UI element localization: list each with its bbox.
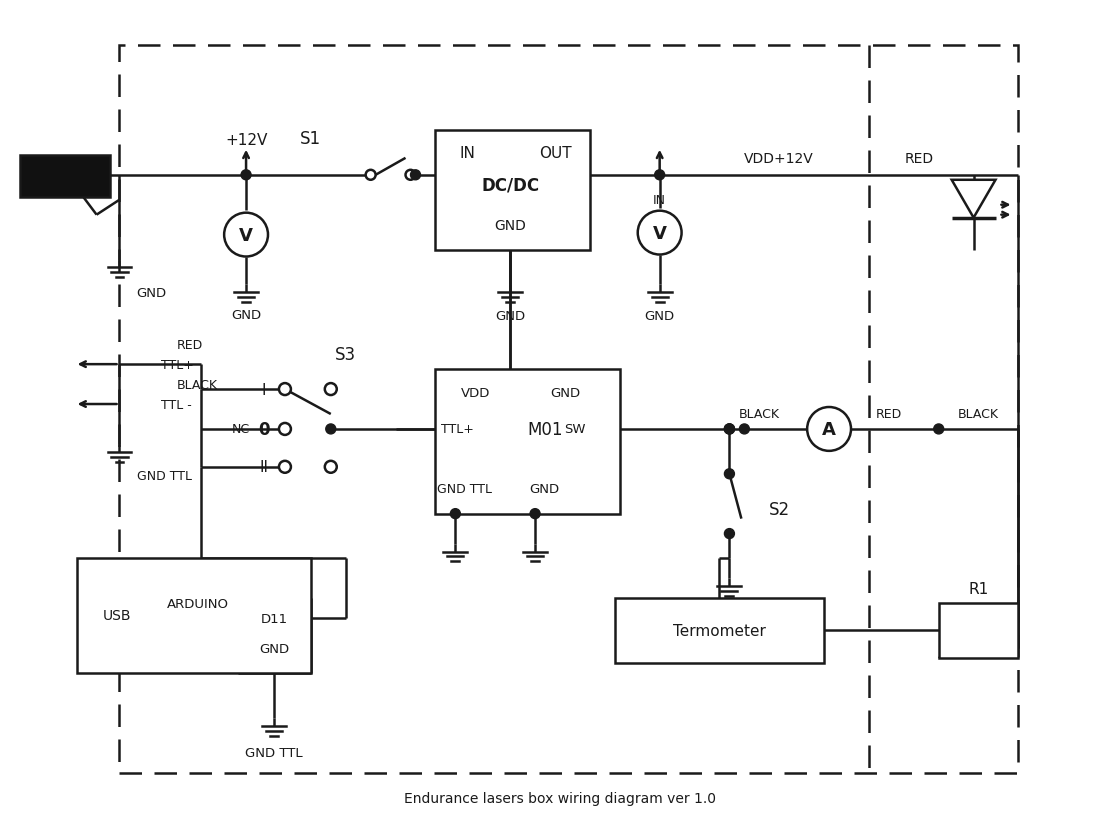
- Text: D11: D11: [261, 612, 288, 625]
- Text: BLACK: BLACK: [739, 408, 780, 421]
- Text: VDD+12V: VDD+12V: [745, 152, 814, 165]
- Circle shape: [279, 461, 291, 473]
- Circle shape: [637, 211, 682, 256]
- Text: IN: IN: [653, 194, 666, 207]
- Circle shape: [808, 408, 851, 451]
- Text: ARDUINO: ARDUINO: [167, 597, 230, 610]
- Circle shape: [279, 423, 291, 436]
- Text: V: V: [653, 224, 666, 242]
- Text: GND: GND: [550, 386, 580, 399]
- Circle shape: [725, 529, 735, 539]
- Text: S2: S2: [768, 500, 790, 518]
- Text: NC: NC: [232, 423, 250, 436]
- Text: SW: SW: [564, 423, 586, 436]
- Text: OUT: OUT: [539, 147, 571, 161]
- Circle shape: [725, 424, 735, 434]
- Text: GND TTL: GND TTL: [137, 470, 192, 482]
- Circle shape: [325, 383, 337, 396]
- Circle shape: [224, 214, 268, 257]
- Circle shape: [325, 461, 337, 473]
- Bar: [436, 131, 590, 251]
- Text: GND: GND: [495, 310, 525, 323]
- Text: IN: IN: [459, 147, 475, 161]
- Text: I: I: [262, 382, 267, 397]
- Circle shape: [365, 170, 375, 180]
- Circle shape: [279, 383, 291, 396]
- Bar: [120, 46, 1018, 773]
- Circle shape: [725, 424, 735, 434]
- Text: S1: S1: [300, 129, 321, 147]
- Text: VDD: VDD: [460, 386, 489, 399]
- Circle shape: [530, 509, 540, 519]
- Text: BLACK: BLACK: [176, 378, 217, 391]
- Text: DC/DC: DC/DC: [482, 177, 539, 195]
- Polygon shape: [952, 180, 996, 219]
- Text: TTL+: TTL+: [441, 423, 474, 436]
- Text: S3: S3: [335, 346, 356, 364]
- Circle shape: [725, 424, 735, 434]
- Text: GND: GND: [494, 219, 526, 233]
- Circle shape: [934, 424, 944, 434]
- Bar: [76, 559, 311, 673]
- Text: GND TTL: GND TTL: [245, 746, 302, 759]
- Text: RED: RED: [904, 152, 933, 165]
- Text: R1: R1: [969, 581, 989, 596]
- Circle shape: [739, 424, 749, 434]
- Circle shape: [411, 170, 420, 180]
- Text: GND: GND: [529, 482, 559, 495]
- Text: RED: RED: [176, 338, 203, 351]
- Bar: [436, 369, 619, 514]
- Text: TTL+: TTL+: [161, 358, 194, 371]
- Text: GND: GND: [259, 642, 289, 655]
- Circle shape: [241, 170, 251, 180]
- Circle shape: [326, 424, 336, 434]
- Circle shape: [725, 469, 735, 479]
- Text: 0: 0: [259, 420, 270, 438]
- Circle shape: [655, 170, 664, 180]
- Text: +12V: +12V: [225, 133, 268, 148]
- Text: Endurance lasers box wiring diagram ver 1.0: Endurance lasers box wiring diagram ver …: [404, 790, 716, 805]
- Bar: [939, 604, 1018, 658]
- Text: RED: RED: [876, 408, 902, 421]
- Text: USB: USB: [102, 609, 131, 622]
- Text: V: V: [240, 226, 253, 244]
- Text: GND: GND: [645, 310, 674, 323]
- Circle shape: [450, 509, 460, 519]
- Text: II: II: [260, 459, 269, 475]
- Text: GND: GND: [231, 309, 261, 321]
- Circle shape: [405, 170, 416, 180]
- Text: GND: GND: [137, 287, 167, 300]
- Text: M01: M01: [528, 420, 563, 438]
- Bar: [20, 156, 110, 197]
- Text: A: A: [822, 420, 836, 438]
- Text: Termometer: Termometer: [673, 623, 766, 638]
- Text: TTL -: TTL -: [161, 398, 193, 411]
- Bar: [615, 599, 824, 663]
- Text: GND TTL: GND TTL: [437, 482, 492, 495]
- Text: BLACK: BLACK: [958, 408, 999, 421]
